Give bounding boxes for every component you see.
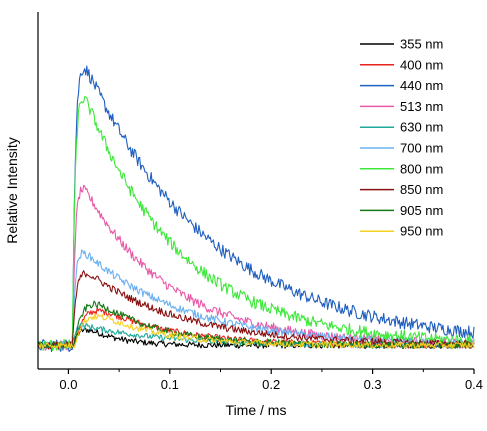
legend-item: 440 nm — [360, 78, 443, 93]
legend-item: 400 nm — [360, 57, 443, 72]
legend-label: 355 nm — [400, 37, 443, 52]
legend-label: 400 nm — [400, 57, 443, 72]
x-tick-label: 0.2 — [262, 377, 280, 392]
legend-item: 905 nm — [360, 203, 443, 218]
legend-label: 630 nm — [400, 120, 443, 135]
x-axis-ticks: 0.0 0.1 0.2 0.3 0.4 — [59, 369, 483, 392]
x-tick-label: 0.0 — [59, 377, 77, 392]
legend: 355 nm 400 nm 440 nm 513 nm 630 nm 700 nm 800 … — [360, 37, 443, 239]
axes — [37, 12, 474, 370]
y-axis-label: Relative Intensity — [4, 137, 20, 244]
plot-area — [37, 65, 475, 353]
legend-label: 440 nm — [400, 78, 443, 93]
legend-item: 850 nm — [360, 182, 443, 197]
legend-item: 950 nm — [360, 224, 443, 239]
series-line-800-nm — [37, 96, 475, 352]
series-line-513-nm — [37, 184, 475, 351]
series-line-850-nm — [37, 270, 475, 350]
legend-item: 355 nm — [360, 37, 443, 52]
x-axis-label: Time / ms — [226, 402, 287, 418]
legend-item: 513 nm — [360, 99, 443, 114]
legend-item: 700 nm — [360, 141, 443, 156]
series-line-440-nm — [37, 65, 475, 353]
legend-label: 850 nm — [400, 182, 443, 197]
x-tick-label: 0.1 — [161, 377, 179, 392]
legend-item: 800 nm — [360, 161, 443, 176]
legend-label: 905 nm — [400, 203, 443, 218]
legend-item: 630 nm — [360, 120, 443, 135]
x-tick-label: 0.4 — [465, 377, 483, 392]
legend-label: 700 nm — [400, 141, 443, 156]
legend-label: 513 nm — [400, 99, 443, 114]
legend-label: 950 nm — [400, 224, 443, 239]
legend-label: 800 nm — [400, 161, 443, 176]
series-line-950-nm — [37, 312, 475, 350]
x-tick-label: 0.3 — [364, 377, 382, 392]
